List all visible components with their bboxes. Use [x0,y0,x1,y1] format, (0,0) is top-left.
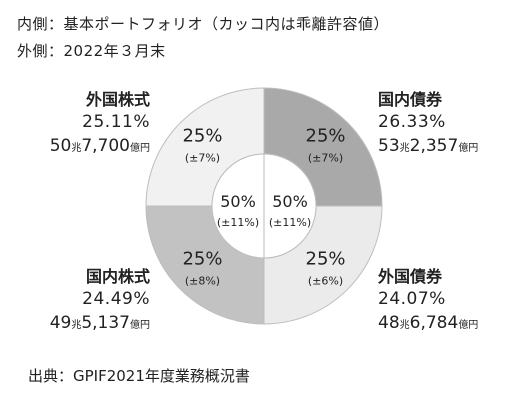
label-foreign-stocks-name: 外国株式 [85,90,150,109]
segment-domestic-bonds-range: (±7%) [308,151,343,164]
label-domestic-stocks-amount: 49兆5,137億円 [49,313,150,333]
label-domestic-stocks-name: 国内株式 [85,267,150,286]
center-right-range: (±11%) [269,216,311,229]
label-domestic-bonds-pct: 26.33% [378,112,446,132]
segment-domestic-bonds-target: 25% [306,125,346,146]
label-foreign-bonds-name: 外国債券 [378,267,443,286]
center-right-pct: 50% [272,192,308,211]
label-domestic-bonds-name: 国内債券 [378,90,443,109]
label-foreign-bonds-pct: 24.07% [378,289,446,309]
label-domestic-bonds-amount: 53兆2,357億円 [378,136,479,156]
center-left-pct: 50% [220,192,256,211]
label-foreign-stocks-amount: 50兆7,700億円 [49,136,150,156]
label-foreign-bonds-amount: 48兆6,784億円 [378,313,479,333]
label-foreign-bonds: 外国債券 24.07% 48兆6,784億円 [378,267,508,338]
label-foreign-stocks-pct: 25.11% [82,112,150,132]
label-domestic-stocks-pct: 24.49% [82,289,150,309]
label-domestic-stocks: 国内株式 24.49% 49兆5,137億円 [20,267,150,338]
legend-outer: 外側：2022年３月末 [17,42,166,60]
segment-foreign-stocks-target: 25% [182,125,222,146]
label-domestic-bonds: 国内債券 26.33% 53兆2,357億円 [378,90,508,161]
legend-inner: 内側：基本ポートフォリオ（カッコ内は乖離許容値） [17,15,390,33]
segment-foreign-bonds-range: (±6%) [308,275,343,288]
segment-domestic-stocks-target: 25% [182,249,222,270]
segment-foreign-stocks-range: (±7%) [185,151,220,164]
source-note: 出典：GPIF2021年度業務概況書 [28,367,250,385]
segment-domestic-stocks-range: (±8%) [185,275,220,288]
center-left-range: (±11%) [217,216,259,229]
segment-foreign-bonds-target: 25% [306,249,346,270]
label-foreign-stocks: 外国株式 25.11% 50兆7,700億円 [20,90,150,161]
